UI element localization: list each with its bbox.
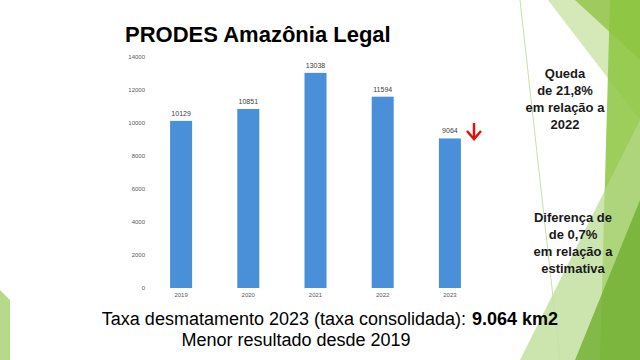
- deco-line: [520, 0, 560, 360]
- annotation-line: estimativa: [541, 261, 605, 276]
- bar: [372, 97, 394, 288]
- x-tick-label: 2022: [376, 292, 390, 298]
- y-tick-label: 8000: [132, 153, 146, 159]
- bar: [237, 109, 259, 288]
- slide: PRODES Amazônia Legal 0 2000 4000 6000 8000 10…: [0, 0, 640, 360]
- x-axis: 2019 2020 2021 2022 2023: [174, 292, 457, 298]
- data-label: 13038: [306, 62, 326, 69]
- x-tick-label: 2021: [309, 292, 323, 298]
- data-labels: 10129 10851 13038 11594 9064: [171, 62, 457, 135]
- arrow-shaft: [473, 123, 476, 138]
- annotation: Diferença de de 0,7% em relação a estimativ…: [534, 210, 614, 276]
- y-tick-label: 14000: [128, 54, 145, 60]
- data-label: 11594: [373, 86, 392, 93]
- annotation-line: Queda: [545, 66, 586, 81]
- footer: Taxa desmatamento 2023 (taxa consolidada…: [102, 309, 558, 350]
- y-tick-label: 6000: [132, 186, 146, 192]
- annotation-line: em relação a: [534, 244, 614, 259]
- annotation-line: de 21,8%: [537, 83, 593, 98]
- annotation-line: Diferença de: [534, 210, 612, 225]
- x-tick-label: 2019: [174, 292, 188, 298]
- x-tick-label: 2023: [443, 292, 457, 298]
- deco-shape: [0, 290, 10, 360]
- data-label: 9064: [442, 127, 458, 134]
- y-tick-label: 4000: [132, 219, 146, 225]
- x-tick-label: 2020: [242, 292, 256, 298]
- annotation-line: de 0,7%: [549, 227, 598, 242]
- red-arrow: [467, 123, 481, 139]
- y-tick-label: 10000: [128, 120, 145, 126]
- y-tick-label: 2000: [132, 252, 146, 258]
- decoration: [0, 0, 640, 360]
- annotation-line: 2022: [551, 117, 580, 132]
- annotation: Queda de 21,8% em relação a 2022: [526, 66, 606, 132]
- data-label: 10129: [171, 110, 191, 117]
- footer-subtext: Menor resultado desde 2019: [181, 330, 410, 350]
- bar: [439, 138, 461, 288]
- annotation-line: em relação a: [526, 100, 606, 115]
- y-axis: 0 2000 4000 6000 8000 10000 12000 14000: [128, 54, 145, 291]
- y-tick-label: 0: [142, 285, 146, 291]
- data-label: 10851: [239, 98, 259, 105]
- arrow-head: [467, 131, 481, 139]
- footer-line: Taxa desmatamento 2023 (taxa consolidada…: [102, 309, 558, 329]
- y-tick-label: 12000: [128, 87, 145, 93]
- footer-text: Taxa desmatamento 2023 (taxa consolidada…: [102, 309, 466, 329]
- footer-highlight: 9.064 km2: [472, 309, 558, 329]
- title: PRODES Amazônia Legal: [125, 22, 391, 47]
- bar: [305, 73, 327, 288]
- bars: [170, 73, 461, 288]
- bar: [170, 121, 192, 288]
